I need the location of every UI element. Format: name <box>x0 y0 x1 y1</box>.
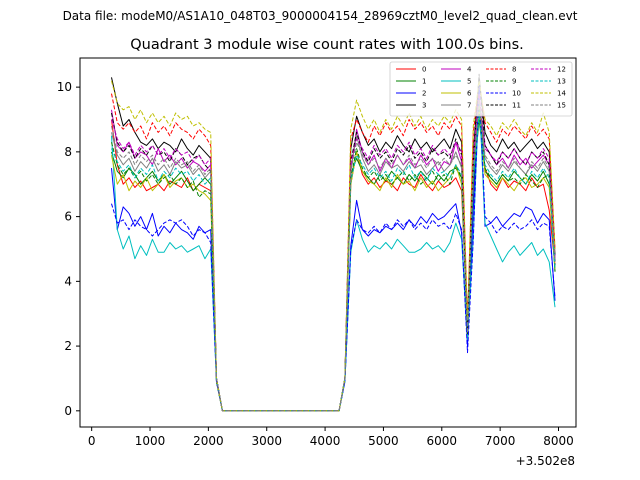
y-tick-label: 0 <box>64 404 72 418</box>
series-line-5 <box>111 93 556 412</box>
series-line-12 <box>111 93 556 412</box>
series-line-3 <box>111 76 556 412</box>
x-tick-label: 2000 <box>193 434 224 448</box>
legend-label-15: 15 <box>557 102 566 110</box>
series-line-7 <box>111 96 556 412</box>
legend-label-12: 12 <box>557 66 566 74</box>
legend-label-9: 9 <box>512 78 516 86</box>
series-line-6 <box>111 106 556 412</box>
y-tick-label: 2 <box>64 339 72 353</box>
x-tick-label: 0 <box>88 434 96 448</box>
series-line-9 <box>111 109 556 412</box>
x-tick-label: 7000 <box>485 434 516 448</box>
legend-label-10: 10 <box>512 90 521 98</box>
legend-label-1: 1 <box>422 78 426 86</box>
legend-label-11: 11 <box>512 102 521 110</box>
series-line-13 <box>111 115 556 412</box>
legend-label-4: 4 <box>467 66 472 74</box>
x-tick-label: 6000 <box>427 434 458 448</box>
y-tick-label: 8 <box>64 145 72 159</box>
series-line-10 <box>111 80 556 412</box>
legend-label-3: 3 <box>422 102 426 110</box>
legend-label-5: 5 <box>467 78 471 86</box>
y-tick-label: 4 <box>64 274 72 288</box>
legend-label-6: 6 <box>467 90 472 98</box>
chart-suptitle: Data file: modeM0/AS1A10_048T03_90000041… <box>63 9 578 23</box>
series-layer <box>111 73 556 412</box>
series-line-8 <box>111 83 556 412</box>
chart-title: Quadrant 3 module wise count rates with … <box>130 37 524 53</box>
x-tick-label: 5000 <box>368 434 399 448</box>
legend-label-14: 14 <box>557 90 566 98</box>
legend-label-0: 0 <box>422 66 426 74</box>
x-tick-label: 3000 <box>251 434 282 448</box>
legend-label-2: 2 <box>422 90 426 98</box>
series-line-11 <box>111 73 556 412</box>
series-line-2 <box>111 86 556 412</box>
y-tick-label: 10 <box>57 80 72 94</box>
series-line-14 <box>111 80 556 412</box>
x-tick-label: 4000 <box>310 434 341 448</box>
legend-box <box>389 61 573 117</box>
x-tick-label: 1000 <box>135 434 166 448</box>
x-offset-label: +3.502e8 <box>516 454 575 468</box>
legend-label-8: 8 <box>512 66 516 74</box>
x-tick-label: 8000 <box>543 434 574 448</box>
legend-label-13: 13 <box>557 78 566 86</box>
plot-frame <box>79 57 577 428</box>
series-line-0 <box>111 102 556 412</box>
series-line-15 <box>111 99 556 412</box>
series-line-4 <box>111 102 556 412</box>
legend-label-7: 7 <box>467 102 471 110</box>
y-tick-label: 6 <box>64 210 72 224</box>
